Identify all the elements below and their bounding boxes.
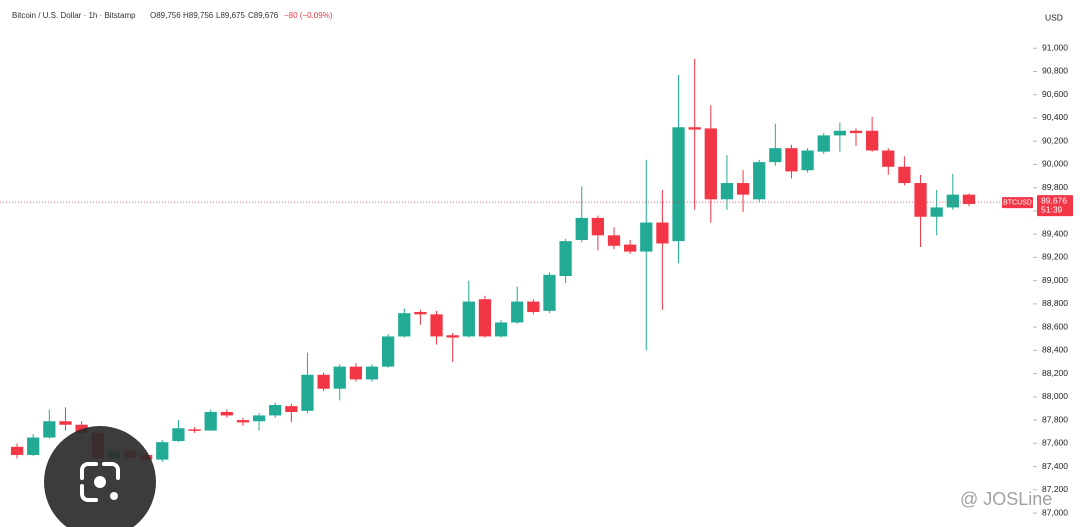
candle-body — [317, 374, 330, 389]
price-tag — [1037, 195, 1073, 217]
candle-body — [10, 446, 24, 455]
candle-body — [333, 366, 346, 389]
candle-body — [382, 336, 395, 367]
candle-body — [656, 222, 669, 244]
candle-body — [640, 222, 653, 252]
candle-body — [75, 424, 88, 433]
y-tick-label: 87,800 — [1042, 414, 1068, 424]
lens-dot — [94, 476, 106, 488]
candle-body — [301, 374, 314, 411]
y-tick-label: 88,600 — [1042, 321, 1068, 331]
ohlc-high: H89,756 — [183, 11, 214, 20]
candle-body — [462, 301, 475, 337]
candle-body — [817, 135, 830, 152]
price-tag-countdown: 51:39 — [1041, 204, 1063, 214]
y-tick-label: 88,200 — [1042, 368, 1068, 378]
candle-body — [591, 217, 604, 236]
y-tick-label: 88,400 — [1042, 345, 1068, 355]
candle-body — [914, 183, 927, 217]
symbol-title: Bitcoin / U.S. Dollar · 1h · Bitstamp — [12, 11, 136, 20]
candle-body — [27, 437, 40, 455]
candle-body — [349, 366, 362, 380]
y-tick-label: 89,400 — [1042, 228, 1068, 238]
y-tick-label: 89,000 — [1042, 275, 1068, 285]
price-tag-value: 89,676 — [1041, 195, 1067, 205]
y-tick-label: 90,600 — [1042, 89, 1068, 99]
lens-button[interactable] — [44, 426, 156, 527]
candle-body — [494, 322, 508, 337]
y-tick-label: 87,200 — [1042, 484, 1068, 494]
candle-body — [575, 217, 588, 240]
ohlc-change: −80 (−0.09%) — [284, 11, 333, 20]
candle-body — [285, 406, 298, 412]
candle-body — [962, 194, 976, 204]
candle-body — [769, 148, 782, 163]
candle-body — [59, 421, 72, 425]
symbol-tag-text: BTCUSD — [1003, 199, 1032, 206]
candle-body — [430, 314, 443, 337]
candle-body — [43, 421, 56, 438]
y-tick-label: 89,200 — [1042, 252, 1068, 262]
candle-body — [478, 299, 492, 337]
y-tick-label: 87,000 — [1042, 507, 1068, 517]
candle-body — [269, 404, 282, 416]
y-tick-label: 91,000 — [1042, 42, 1068, 52]
candle-body — [801, 150, 814, 171]
candle-body — [559, 241, 572, 276]
candle-body — [753, 162, 766, 200]
candle-body — [414, 312, 427, 315]
ohlc-close: C89,676 — [248, 11, 279, 20]
y-tick-label: 89,800 — [1042, 182, 1068, 192]
candle-body — [365, 366, 379, 380]
y-tick-label: 90,400 — [1042, 112, 1068, 122]
candle-body — [172, 428, 185, 442]
axis-unit: USD — [1045, 12, 1063, 22]
symbol-tag — [1002, 197, 1033, 209]
candle-body — [785, 148, 798, 172]
candle-body — [704, 128, 717, 200]
candle-body — [688, 127, 701, 130]
candle-body — [833, 130, 846, 136]
watermark: @ JOSLine — [960, 489, 1052, 509]
y-tick-label: 90,800 — [1042, 66, 1068, 76]
candle-body — [930, 207, 943, 217]
lens-icon — [80, 462, 120, 502]
candle-body — [156, 442, 169, 460]
candle-body — [866, 130, 879, 151]
candle-body — [398, 313, 411, 337]
ohlc-open: O89,756 — [150, 11, 181, 20]
candle-body — [736, 183, 750, 195]
y-tick-label: 88,800 — [1042, 298, 1068, 308]
candle-body — [446, 335, 459, 338]
candle-body — [252, 415, 266, 422]
candle-body — [849, 130, 863, 134]
candle-body — [236, 420, 250, 423]
candle-body — [898, 166, 911, 184]
y-tick-label: 90,200 — [1042, 135, 1068, 145]
y-tick-label: 87,600 — [1042, 438, 1068, 448]
y-tick-label: 90,000 — [1042, 159, 1068, 169]
candle-body — [204, 411, 217, 431]
candle-body — [882, 150, 895, 167]
candle-body — [624, 244, 637, 252]
candle-body — [607, 235, 621, 246]
candle-body — [672, 127, 685, 242]
candle-body — [946, 194, 959, 208]
ohlc-low: L89,675 — [216, 11, 245, 20]
candle-body — [220, 411, 233, 416]
candle-body — [188, 429, 201, 431]
lens-dot-small — [110, 492, 118, 500]
y-tick-label: 88,000 — [1042, 391, 1068, 401]
candle-body — [511, 301, 524, 323]
candle-body — [543, 274, 556, 311]
candle-body — [720, 183, 734, 200]
candle-body — [527, 301, 540, 313]
y-tick-label: 87,400 — [1042, 461, 1068, 471]
